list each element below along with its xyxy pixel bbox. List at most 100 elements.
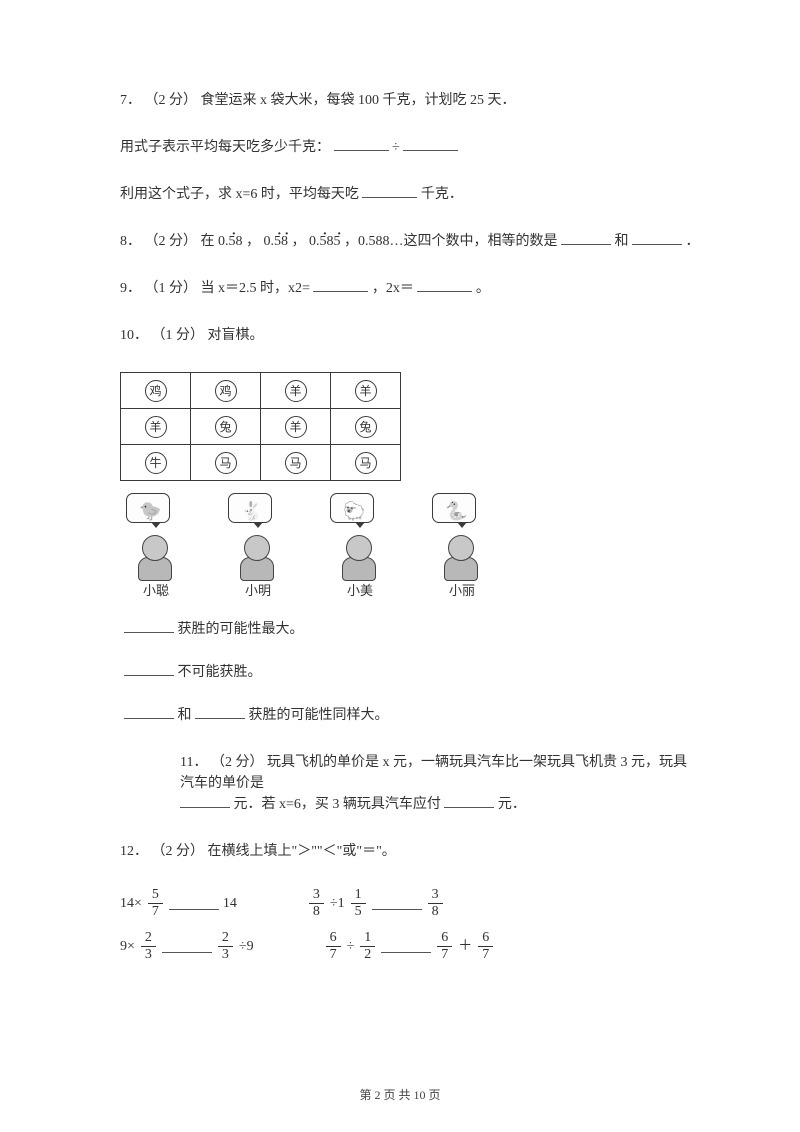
q12-row1: 14× 57 14 38 ÷1 15 38 <box>120 888 700 919</box>
blank[interactable] <box>169 896 219 910</box>
recur-dot: 585 <box>320 234 341 249</box>
denominator: 3 <box>218 947 233 962</box>
blank[interactable] <box>313 278 368 292</box>
cell: 牛 <box>121 445 191 481</box>
cell: 羊 <box>261 409 331 445</box>
blank[interactable] <box>195 705 245 719</box>
blank[interactable] <box>403 137 458 151</box>
speech-bubble: 🐤 <box>126 493 170 523</box>
kids-row: 🐤 小聪 🐇 小明 🐑 小美 🐍 小丽 <box>120 493 700 601</box>
q9: 9． （1 分） 当 x＝2.5 时，x2= ，2x＝ 。 <box>120 278 700 299</box>
q12-label: 12． <box>120 844 148 859</box>
speech-bubble: 🐑 <box>330 493 374 523</box>
q10-l3: 和 获胜的可能性同样大。 <box>120 705 700 726</box>
text: ÷ <box>347 936 355 957</box>
q10-l2: 不可能获胜。 <box>120 662 700 683</box>
denominator: 8 <box>428 904 443 919</box>
speech-bubble: 🐍 <box>432 493 476 523</box>
q7-points: （2 分） <box>145 93 198 108</box>
q7-line1: 7． （2 分） 食堂运来 x 袋大米，每袋 100 千克，计划吃 25 天． <box>120 90 700 111</box>
circled-char: 羊 <box>145 416 167 438</box>
q11: 11． （2 分） 玩具飞机的单价是 x 元，一辆玩具汽车比一架玩具飞机贵 3 … <box>120 752 700 815</box>
denominator: 3 <box>141 947 156 962</box>
kid-head <box>142 535 168 561</box>
cell: 鸡 <box>121 373 191 409</box>
blank[interactable] <box>124 705 174 719</box>
text: 14× <box>120 893 142 914</box>
denominator: 5 <box>351 904 366 919</box>
cell: 兔 <box>191 409 261 445</box>
numerator: 2 <box>218 931 233 947</box>
kid-name: 小丽 <box>449 581 475 601</box>
blank[interactable] <box>124 662 174 676</box>
numerator: 2 <box>141 931 156 947</box>
blank[interactable] <box>372 896 422 910</box>
circled-char: 鸡 <box>145 380 167 402</box>
q9-label: 9． <box>120 281 141 296</box>
blank[interactable] <box>180 794 230 808</box>
q12-row2: 9× 23 23 ÷9 67 ÷ 12 67 ＋ 67 <box>120 931 700 962</box>
numerator: 3 <box>428 888 443 904</box>
fraction: 57 <box>148 888 163 919</box>
circled-char: 马 <box>355 452 377 474</box>
q10-title: 10． （1 分） 对盲棋。 <box>120 325 700 346</box>
q8-points: （2 分） <box>145 234 198 249</box>
rabbit-icon: 🐇 <box>241 498 263 525</box>
q9-t3: 。 <box>476 281 490 296</box>
numerator: 1 <box>360 931 375 947</box>
kid-head <box>244 535 270 561</box>
blank[interactable] <box>362 184 417 198</box>
q12-r2b: 67 ÷ 12 67 ＋ 67 <box>324 931 496 962</box>
snake-icon: 🐍 <box>445 498 467 525</box>
q8-t1: 在 0. <box>201 234 229 249</box>
denominator: 8 <box>309 904 324 919</box>
kid-xiaocong: 🐤 小聪 <box>120 493 192 601</box>
blank[interactable] <box>334 137 389 151</box>
numerator: 6 <box>437 931 452 947</box>
q8: 8． （2 分） 在 0.58 ， 0.58 ， 0.585 ，0.588…这四… <box>120 231 700 252</box>
q8-and: 和 <box>615 234 629 249</box>
blank[interactable] <box>124 619 174 633</box>
kid-figure: 🐑 <box>324 493 396 581</box>
blank[interactable] <box>381 939 431 953</box>
q9-points: （1 分） <box>145 281 198 296</box>
q10-titletext: 对盲棋。 <box>208 328 264 343</box>
fraction: 38 <box>309 888 324 919</box>
denominator: 7 <box>478 947 493 962</box>
blank[interactable] <box>632 231 682 245</box>
kid-figure: 🐇 <box>222 493 294 581</box>
q11-t3: 元． <box>498 797 526 812</box>
q7-line2a: 用式子表示平均每天吃多少千克： <box>120 140 330 155</box>
numerator: 6 <box>478 931 493 947</box>
recur-dot: 58 <box>229 234 243 249</box>
q10-and: 和 <box>178 708 192 723</box>
cell: 马 <box>331 445 401 481</box>
numerator: 6 <box>326 931 341 947</box>
blank[interactable] <box>417 278 472 292</box>
q12-points: （2 分） <box>152 844 205 859</box>
kid-figure: 🐍 <box>426 493 498 581</box>
fraction: 67 <box>437 931 452 962</box>
kid-name: 小明 <box>245 581 271 601</box>
fraction: 67 <box>478 931 493 962</box>
q9-t1: 当 x＝2.5 时，x2= <box>201 281 310 296</box>
circled-char: 牛 <box>145 452 167 474</box>
q10-l1b: 获胜的可能性最大。 <box>178 622 304 637</box>
cell: 兔 <box>331 409 401 445</box>
numerator: 5 <box>148 888 163 904</box>
blank[interactable] <box>162 939 212 953</box>
q10-points: （1 分） <box>152 328 205 343</box>
q8-n1: 58 <box>229 234 243 249</box>
q8-t3: ， 0. <box>292 234 320 249</box>
circled-char: 羊 <box>355 380 377 402</box>
q10-l1: 获胜的可能性最大。 <box>120 619 700 640</box>
kid-head <box>448 535 474 561</box>
q12-title: 12． （2 分） 在横线上填上"＞""＜"或"＝"。 <box>120 841 700 862</box>
kid-name: 小聪 <box>143 581 169 601</box>
blank[interactable] <box>444 794 494 808</box>
table-row: 鸡 鸡 羊 羊 <box>121 373 401 409</box>
fraction: 38 <box>428 888 443 919</box>
q12-t1: 在横线上填上"＞""＜"或"＝"。 <box>208 844 396 859</box>
q11-points: （2 分） <box>211 755 264 770</box>
blank[interactable] <box>561 231 611 245</box>
